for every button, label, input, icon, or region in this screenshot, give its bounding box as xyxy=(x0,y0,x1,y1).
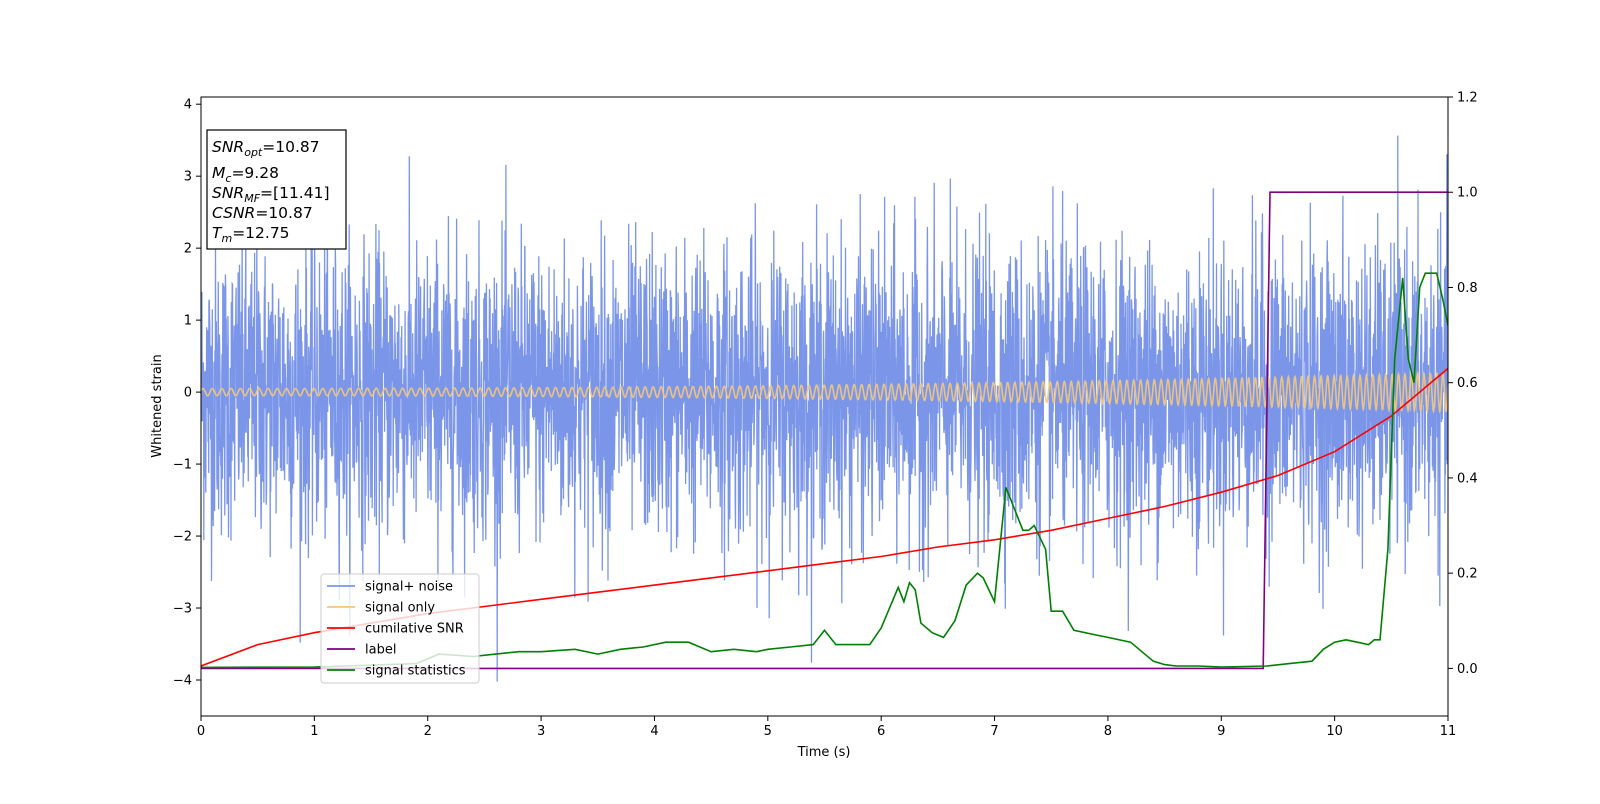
y-tick-label: −4 xyxy=(173,674,192,689)
y2-tick-label: 1.2 xyxy=(1457,91,1478,106)
y2-tick-label: 0.2 xyxy=(1457,567,1478,582)
info-box: SNRopt=10.87 Mc=9.28SNRMF=[11.41]CSNR=10.… xyxy=(206,129,347,250)
plot-frame xyxy=(200,96,1449,717)
info-box-frame xyxy=(206,129,347,250)
y-tick-label: 2 xyxy=(184,242,192,257)
legend-label-4: signal statistics xyxy=(365,664,466,679)
series-line-3 xyxy=(201,191,1448,670)
y-axis-label: Whitened strain xyxy=(150,354,165,457)
y2-tick-label: 0.4 xyxy=(1457,471,1478,486)
x-tick-label: 1 xyxy=(310,724,318,739)
legend-label-2: cumilative SNR xyxy=(365,622,464,637)
info-line-4: Tm=12.75 xyxy=(212,224,290,245)
x-tick-label: 10 xyxy=(1326,724,1343,739)
y-tick-label: 1 xyxy=(184,314,192,329)
x-tick-label: 4 xyxy=(650,724,658,739)
legend-items: signal+ noise signal only cumilative SNR la… xyxy=(327,580,466,679)
x-axis-label: Time (s) xyxy=(797,745,851,760)
x-tick-label: 6 xyxy=(877,724,885,739)
x-tick-label: 7 xyxy=(990,724,998,739)
x-tick-label: 11 xyxy=(1440,724,1457,739)
x-tick-label: 2 xyxy=(424,724,432,739)
legend: signal+ noise signal only cumilative SNR la… xyxy=(320,573,480,684)
x-tick-label: 0 xyxy=(197,724,205,739)
legend-frame xyxy=(320,573,480,684)
series-line-4 xyxy=(201,272,1448,669)
info-line-3: CSNR=10.87 xyxy=(212,204,313,222)
series-line-1 xyxy=(201,369,1448,414)
x-tick-label: 8 xyxy=(1104,724,1112,739)
x-tick-label: 9 xyxy=(1217,724,1225,739)
legend-label-3: label xyxy=(365,643,396,658)
y2-tick-label: 0.0 xyxy=(1457,662,1478,677)
y2-tick-label: 0.6 xyxy=(1457,376,1478,391)
y-tick-label: −2 xyxy=(173,530,192,545)
y2-tick-label: 0.8 xyxy=(1457,281,1478,296)
x-tick-label: 5 xyxy=(764,724,772,739)
info-line-2: SNRMF=[11.41] xyxy=(212,184,330,205)
x-tick-label: 3 xyxy=(537,724,545,739)
y-tick-label: −3 xyxy=(173,602,192,617)
info-box-lines: SNRopt=10.87 Mc=9.28SNRMF=[11.41]CSNR=10.… xyxy=(212,138,330,245)
legend-label-1: signal only xyxy=(365,601,435,616)
info-line-1: Mc=9.28 xyxy=(212,164,279,185)
y2-tick-label: 1.0 xyxy=(1457,186,1478,201)
info-line-0: SNRopt=10.87 xyxy=(212,138,320,159)
y-tick-label: 0 xyxy=(184,386,192,401)
y-tick-label: 3 xyxy=(184,170,192,185)
y-tick-label: 4 xyxy=(184,98,192,113)
axis-ticks-layer: 0 1 2 3 4 5 6 7 8 9 10 11 −4 −3 −2 −1 0 1 2 3 4 0.0 0.2 0.4 0.6 0… xyxy=(173,91,1478,740)
legend-label-0: signal+ noise xyxy=(365,580,453,595)
y-tick-label: −1 xyxy=(173,458,192,473)
